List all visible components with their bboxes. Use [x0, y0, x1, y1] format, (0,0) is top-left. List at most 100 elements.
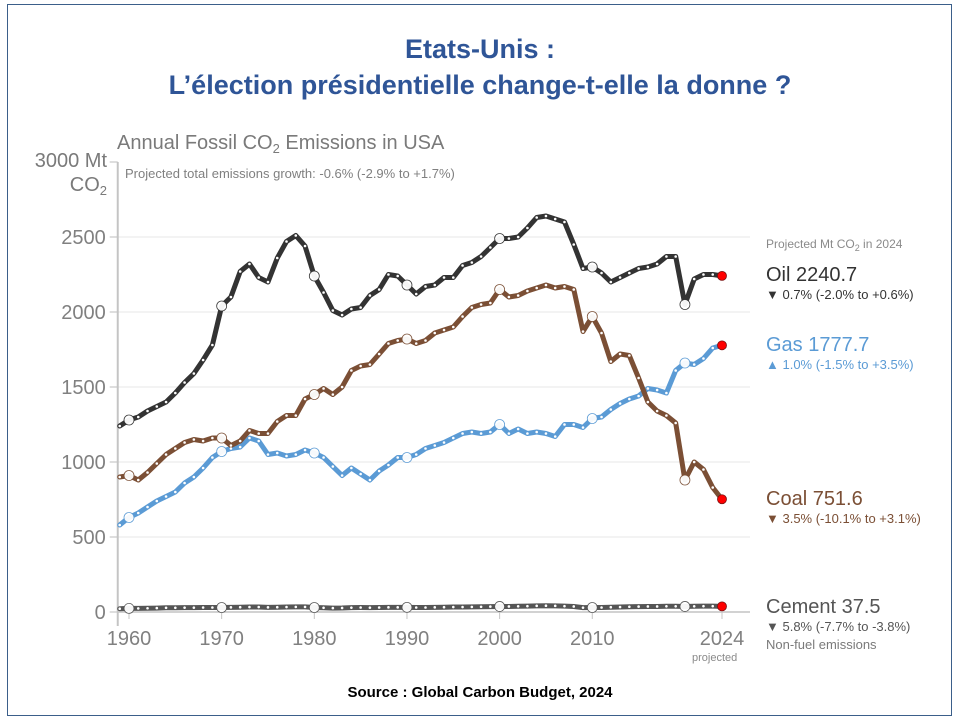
data-point-gas [628, 397, 631, 401]
data-point-cement [359, 606, 362, 609]
grid-lines [117, 236, 750, 538]
triangle-up-icon: ▲ [766, 357, 783, 372]
legend-gas-label: Gas 1777.7 [766, 334, 870, 356]
data-point-gas [563, 423, 566, 426]
year-marker-coal [401, 333, 413, 345]
data-point-oil [359, 306, 362, 309]
data-point-gas [303, 448, 307, 452]
year-marker-coal [216, 432, 228, 444]
data-point-coal [702, 468, 705, 471]
data-point-gas [544, 432, 548, 435]
slide-frame [7, 4, 952, 716]
data-point-cement [470, 605, 474, 609]
legend-title: Projected Mt CO2 in 2024 [766, 237, 902, 253]
data-point-oil [294, 234, 298, 237]
data-point-coal [192, 438, 196, 441]
data-point-gas [359, 472, 362, 476]
series-line-coal [117, 282, 725, 502]
data-point-coal [563, 285, 566, 288]
data-point-coal [211, 436, 214, 440]
data-point-gas [414, 453, 418, 456]
data-point-coal [303, 397, 307, 401]
data-point-gas [646, 387, 650, 390]
triangle-down-icon: ▼ [766, 619, 783, 634]
data-point-gas [526, 432, 529, 435]
data-point-gas [396, 456, 400, 459]
data-point-coal [155, 462, 159, 465]
series-group [117, 213, 725, 612]
data-point-gas [479, 432, 483, 435]
data-point-cement [414, 606, 418, 609]
data-point-oil [396, 274, 400, 278]
data-point-coal [340, 385, 344, 389]
data-point-oil [229, 295, 233, 299]
year-marker-coal [679, 474, 691, 486]
year-marker-oil [123, 414, 135, 426]
year-marker-gas [586, 413, 598, 424]
legend-cement-label: Cement 37.5 [766, 596, 881, 618]
data-point-oil [526, 226, 529, 230]
data-point-oil [553, 217, 557, 221]
data-point-cement [702, 604, 705, 608]
data-point-gas [183, 481, 186, 485]
projected-marker-cement [717, 601, 727, 612]
data-point-oil [516, 235, 520, 239]
data-point-cement [136, 607, 140, 610]
y-axis-label: 3000 Mt CO2 [35, 149, 107, 203]
data-point-oil [377, 288, 381, 291]
x-tick-label: 1960 [107, 628, 152, 650]
data-point-cement [637, 605, 640, 608]
slide-title-line1: Etats-Unis : [404, 34, 556, 64]
year-marker-gas [401, 452, 413, 463]
series-line-gas [117, 342, 725, 528]
data-point-gas [322, 456, 325, 459]
y-tick-label: 2000 [61, 302, 106, 324]
data-point-cement [461, 605, 464, 609]
data-point-coal [692, 460, 696, 464]
data-point-gas [174, 490, 177, 494]
data-point-oil [489, 246, 492, 249]
data-point-oil [628, 271, 631, 275]
data-point-gas [294, 453, 298, 456]
data-point-coal [257, 432, 261, 435]
year-marker-gas [679, 357, 691, 369]
data-point-oil [581, 267, 585, 270]
data-point-gas [674, 369, 677, 372]
data-point-gas [507, 432, 511, 435]
data-point-cement [192, 606, 196, 609]
data-point-oil [146, 409, 149, 413]
chart-title: Annual Fossil CO2 Emissions in USA [117, 132, 444, 156]
legend-gas-change-text: 1.0% (-1.5% to +3.5%) [782, 357, 914, 372]
y-axis-label-unit: CO [69, 174, 100, 196]
data-point-coal [581, 330, 585, 333]
data-point-oil [331, 309, 335, 312]
projected-marker-coal [717, 494, 727, 505]
data-point-oil [609, 280, 613, 284]
series-line-cement [117, 603, 725, 612]
data-point-coal [285, 414, 288, 417]
data-point-oil [674, 255, 677, 258]
x-tick-label: 2010 [570, 628, 615, 650]
data-point-gas [600, 415, 603, 419]
data-point-cement [433, 606, 437, 609]
data-point-gas [285, 454, 288, 458]
legend-item-oil: Oil 2240.7 ▼ 0.7% (-2.0% to +0.6%) [766, 264, 914, 304]
data-point-gas [211, 456, 214, 459]
data-point-coal [535, 286, 538, 290]
source-caption: Source : Global Carbon Budget, 2024 [347, 684, 613, 701]
data-point-cement [396, 606, 400, 609]
data-point-cement [553, 604, 557, 608]
data-point-cement [563, 604, 566, 608]
data-point-coal [516, 294, 520, 297]
data-point-cement [257, 605, 261, 609]
data-point-coal [387, 342, 390, 345]
data-point-cement [303, 605, 307, 609]
data-point-oil [266, 280, 270, 284]
data-point-oil [442, 276, 446, 279]
data-point-coal [442, 328, 446, 332]
data-point-coal [544, 283, 548, 287]
year-marker-cement [679, 601, 691, 612]
data-point-cement [340, 606, 344, 610]
data-point-coal [350, 369, 353, 372]
data-point-cement [248, 605, 251, 609]
